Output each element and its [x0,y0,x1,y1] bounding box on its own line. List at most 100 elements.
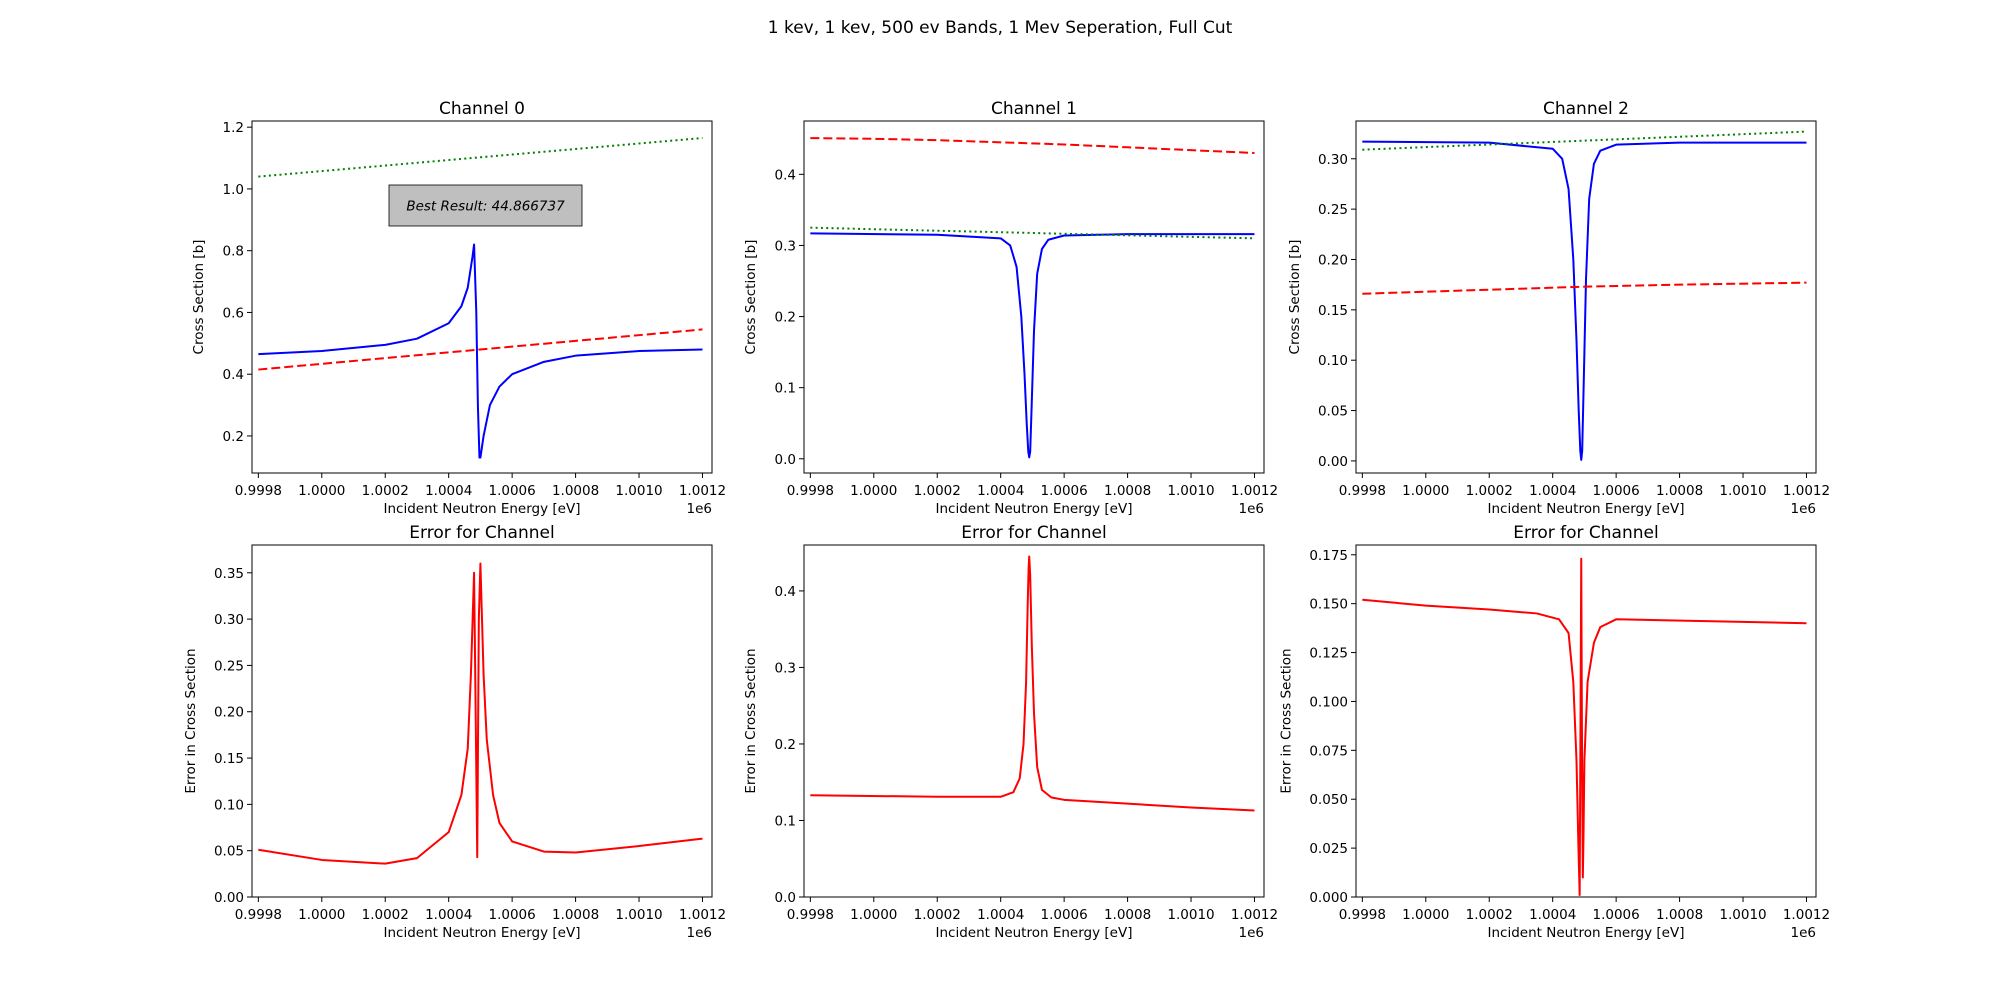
series-group [258,562,703,865]
x-tick-label: 1.0002 [362,907,409,923]
series-line-solid [258,562,703,865]
y-tick-label: 0.25 [1318,202,1348,218]
y-tick-label: 0.30 [214,612,244,628]
subplot-1: 0.9998 1.0000 1.0002 1.0004 1.0006 1.0008 1.00… [743,99,1278,517]
x-offset-label: 1e6 [1791,501,1816,517]
y-tick-label: 1.0 [223,182,244,198]
subplot-5: 0.9998 1.0000 1.0002 1.0004 1.0006 1.0008 1.00… [1279,523,1831,941]
subplot-title: Channel 0 [439,99,525,119]
y-tick-label: 0.30 [1318,152,1348,168]
x-tick-label: 1.0002 [1466,483,1513,499]
series-group [1362,130,1807,461]
y-tick-label: 0.3 [775,238,796,254]
y-axis-label: Error in Cross Section [743,648,759,793]
y-axis-label: Cross Section [b] [743,240,759,355]
subplot-title: Channel 1 [991,99,1077,119]
x-tick-label: 1.0006 [1593,483,1640,499]
x-tick-label: 1.0000 [850,483,897,499]
x-tick-label: 1.0006 [489,483,536,499]
x-tick-label: 1.0010 [615,483,662,499]
x-axis-label: Incident Neutron Energy [eV] [1488,501,1685,517]
x-offset-label: 1e6 [1791,925,1816,941]
x-axis-label: Incident Neutron Energy [eV] [936,925,1133,941]
x-tick-label: 1.0002 [914,483,961,499]
subplot-3: 0.9998 1.0000 1.0002 1.0004 1.0006 1.0008 1.00… [183,523,726,941]
y-tick-label: 0.100 [1309,694,1348,710]
subplot-grid: 0.9998 1.0000 1.0002 1.0004 1.0006 1.0008 1.00… [183,99,1830,941]
series-group [810,555,1255,812]
y-tick-label: 0.20 [1318,252,1348,268]
annotation-box-background [388,184,583,227]
y-tick-label: 0.125 [1309,646,1348,662]
y-tick-label: 0.00 [214,890,244,906]
y-tick-label: 0.15 [1318,303,1348,319]
x-tick-label: 1.0008 [1656,907,1703,923]
subplot-title: Error for Channel [1513,523,1658,543]
x-offset-label: 1e6 [687,925,712,941]
x-tick-label: 0.9998 [1339,907,1386,923]
y-tick-label: 0.0 [775,452,796,468]
x-tick-label: 1.0010 [1167,907,1214,923]
annotation-box: Best Result: 44.866737 [388,184,583,227]
axes-frame [803,544,1265,898]
x-axis-label: Incident Neutron Energy [eV] [1488,925,1685,941]
figure-suptitle: 1 kev, 1 kev, 500 ev Bands, 1 Mev Sepera… [768,18,1233,38]
subplot-0: 0.9998 1.0000 1.0002 1.0004 1.0006 1.0008 1.00… [191,99,726,517]
axes-frame [251,120,713,474]
y-tick-label: 0.4 [775,584,796,600]
x-axis-label: Incident Neutron Energy [eV] [936,501,1133,517]
x-tick-label: 1.0000 [1402,907,1449,923]
y-tick-label: 0.00 [1318,454,1348,470]
x-tick-label: 1.0010 [1167,483,1214,499]
x-offset-label: 1e6 [1239,925,1264,941]
subplot-title: Channel 2 [1543,99,1629,119]
x-tick-label: 0.9998 [1339,483,1386,499]
subplot-4: 0.9998 1.0000 1.0002 1.0004 1.0006 1.0008 1.00… [743,523,1278,941]
x-tick-label: 1.0004 [425,483,472,499]
x-tick-label: 1.0008 [1104,907,1151,923]
x-tick-label: 1.0004 [1529,907,1576,923]
y-tick-label: 0.35 [214,566,244,582]
y-axis-label: Cross Section [b] [191,240,207,355]
y-tick-label: 0.05 [1318,404,1348,420]
x-tick-label: 1.0012 [1231,483,1278,499]
x-tick-label: 1.0002 [1466,907,1513,923]
y-tick-label: 0.4 [775,167,796,183]
y-tick-label: 0.4 [223,367,244,383]
y-tick-label: 0.2 [223,429,244,445]
series-group [258,136,703,459]
axes-frame [251,544,713,898]
y-tick-label: 0.025 [1309,841,1348,857]
subplot-title: Error for Channel [961,523,1106,543]
y-tick-label: 0.10 [1318,353,1348,369]
y-tick-label: 0.2 [775,737,796,753]
series-group [810,137,1255,459]
series-line-dotted [258,136,703,178]
y-axis-label: Error in Cross Section [183,648,199,793]
x-tick-label: 1.0004 [977,483,1024,499]
x-tick-label: 1.0012 [1783,483,1830,499]
y-tick-label: 0.2 [775,310,796,326]
y-tick-label: 0.3 [775,660,796,676]
subplot-2: 0.9998 1.0000 1.0002 1.0004 1.0006 1.0008 1.00… [1287,99,1830,517]
x-tick-label: 1.0008 [552,483,599,499]
y-tick-label: 1.2 [223,120,244,136]
y-tick-label: 0.1 [775,381,796,397]
x-axis-label: Incident Neutron Energy [eV] [384,501,581,517]
x-tick-label: 1.0000 [298,907,345,923]
series-line-solid [1362,140,1807,461]
axes-frame [1355,544,1817,898]
axes-frame [803,120,1265,474]
x-tick-label: 0.9998 [235,907,282,923]
best-result-annotation: Best Result: 44.866737 [406,199,565,215]
x-tick-label: 0.9998 [787,483,834,499]
series-line-solid [258,243,703,459]
x-tick-label: 1.0010 [615,907,662,923]
x-tick-label: 1.0012 [679,483,726,499]
x-tick-label: 1.0000 [298,483,345,499]
y-tick-label: 0.20 [214,705,244,721]
series-line-dashed [810,137,1255,154]
y-tick-label: 0.25 [214,658,244,674]
